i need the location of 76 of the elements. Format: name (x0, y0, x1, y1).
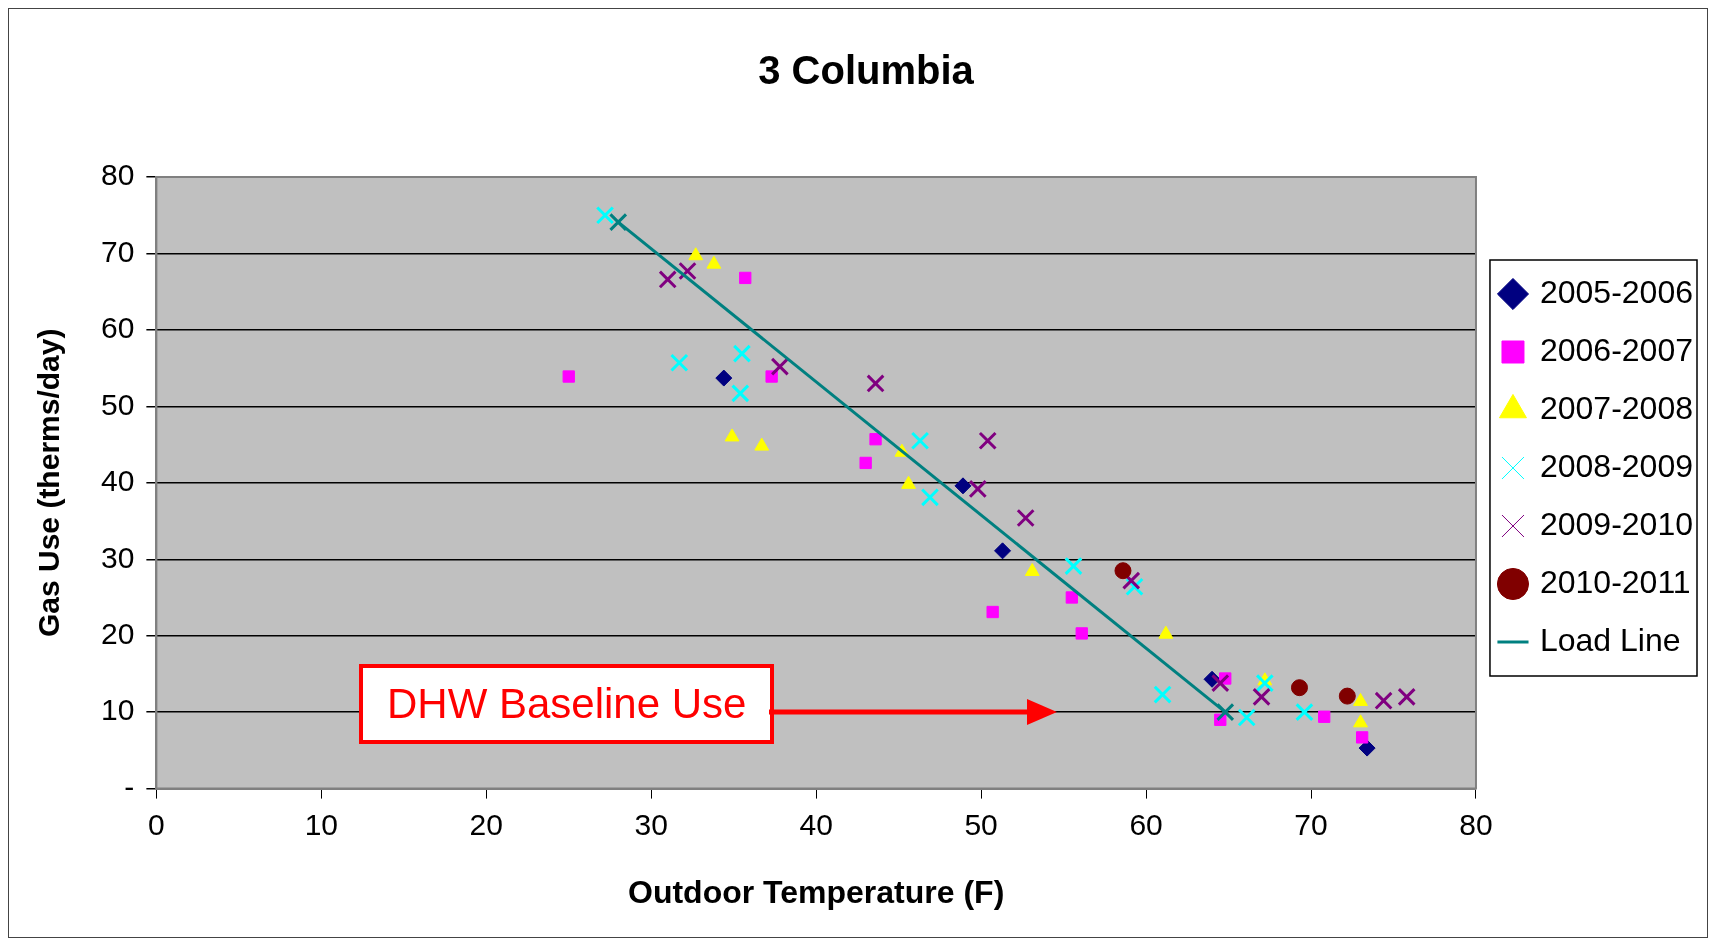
point (1211, 673, 1230, 693)
point (724, 428, 740, 442)
y-tick-label: 20 (100, 616, 135, 650)
y-tick-label: - (124, 769, 135, 803)
point (1374, 691, 1393, 710)
point (608, 212, 628, 232)
point (869, 433, 882, 446)
point (1356, 731, 1369, 744)
point (1121, 571, 1141, 590)
point (715, 369, 733, 387)
x-tick-label: 30 (634, 807, 668, 841)
x-axis-title: Outdoor Temperature (F) (628, 873, 1005, 910)
point (595, 205, 615, 225)
point (859, 456, 872, 470)
point (731, 384, 750, 403)
point (678, 261, 697, 281)
legend-label: Load Line (1539, 621, 1681, 658)
point (1252, 687, 1271, 707)
point (669, 353, 689, 373)
y-tick-label: 60 (100, 311, 135, 345)
y-tick-label: 80 (100, 158, 135, 192)
point (920, 488, 940, 507)
point (1338, 687, 1356, 705)
x-tick-label: 40 (799, 807, 833, 841)
point (1318, 710, 1331, 723)
y-tick-label: 10 (100, 693, 135, 727)
point (968, 479, 988, 499)
y-axis-title: Gas Use (therms/day) (32, 328, 66, 638)
y-tick-label: 50 (100, 387, 135, 421)
legend-label: 2007-2008 (1539, 389, 1693, 426)
point (1065, 591, 1078, 604)
point (866, 374, 885, 393)
point (986, 605, 999, 619)
point (1353, 714, 1368, 728)
point (732, 344, 752, 363)
point (1016, 508, 1035, 528)
point (1295, 702, 1314, 722)
point (706, 255, 722, 269)
point (1125, 577, 1144, 597)
x-tick-label: 70 (1294, 807, 1328, 841)
point (994, 542, 1012, 560)
point (910, 431, 930, 451)
x-tick-label: 60 (1129, 807, 1163, 841)
y-tick-label: 30 (100, 540, 135, 574)
point (658, 270, 677, 289)
point (688, 247, 704, 261)
point (1237, 708, 1256, 727)
point (1290, 679, 1308, 697)
point (754, 437, 770, 451)
point (1215, 702, 1235, 722)
x-tick-label: 20 (469, 807, 503, 841)
legend-label: 2010-2011 (1539, 563, 1691, 600)
x-tick-label: 80 (1459, 807, 1493, 841)
point (978, 431, 997, 451)
point (739, 271, 752, 285)
point (1075, 627, 1088, 640)
point (1114, 562, 1132, 580)
point (1153, 685, 1172, 704)
point (1158, 625, 1174, 639)
y-tick-label: 40 (100, 464, 135, 498)
x-tick-label: 10 (304, 807, 339, 841)
legend-label: 2008-2009 (1539, 447, 1693, 484)
x-tick-label: 50 (964, 807, 998, 841)
point (770, 357, 790, 376)
point (1064, 556, 1083, 576)
annotation: DHW Baseline Use (359, 664, 775, 744)
y-tick-label: 70 (100, 234, 135, 268)
point (1255, 673, 1275, 693)
x-tick-label: 0 (148, 807, 165, 841)
legend-label: 2009-2010 (1539, 505, 1693, 542)
point (1397, 687, 1416, 707)
legend-label: 2005-2006 (1539, 273, 1693, 310)
chart-title: 3 Columbia (758, 48, 975, 93)
point (954, 477, 972, 495)
point (562, 370, 575, 383)
legend-label: 2006-2007 (1539, 331, 1693, 368)
